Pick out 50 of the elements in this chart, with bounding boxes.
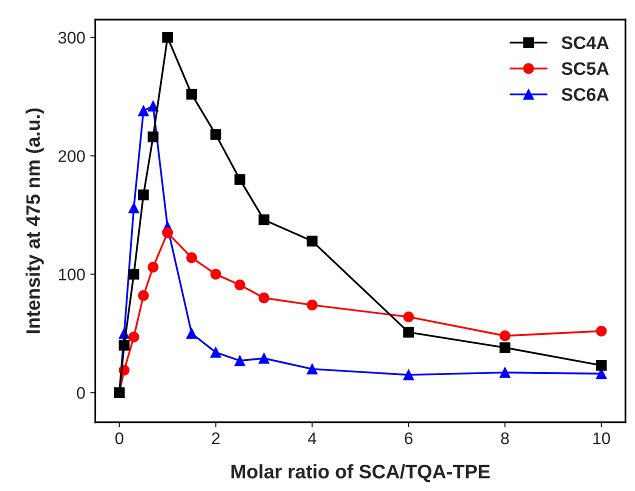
point [306, 364, 318, 374]
point [403, 311, 414, 322]
legend-label: SC4A [562, 36, 609, 50]
point [148, 131, 158, 142]
point [210, 268, 222, 280]
y-tick-label: 200 [58, 150, 85, 162]
point [234, 280, 246, 290]
x-tick-label: 6 [404, 432, 412, 444]
point [118, 340, 130, 351]
point [403, 370, 414, 380]
point [138, 105, 149, 116]
point [258, 352, 270, 364]
point [128, 268, 140, 280]
point [234, 355, 246, 366]
point [186, 88, 198, 100]
point [210, 347, 222, 358]
x-axis-title: Molar ratio of SCA/TQA-TPE [231, 464, 490, 482]
x-tick-label: 10 [593, 432, 610, 444]
point [596, 326, 607, 336]
point [500, 342, 510, 354]
x-tick-label: 0 [115, 432, 124, 444]
legend-label: SC6A [562, 88, 609, 101]
point [596, 360, 607, 371]
point [186, 328, 198, 339]
point [148, 262, 158, 273]
point [403, 326, 414, 338]
y-tick-label: 0 [76, 387, 85, 399]
x-tick-label: 2 [212, 432, 220, 444]
y-tick-label: 300 [58, 32, 85, 44]
point [128, 332, 140, 342]
point [186, 252, 198, 264]
x-tick-label: 4 [308, 432, 316, 444]
point [234, 174, 246, 185]
point [148, 100, 158, 112]
point [128, 202, 140, 214]
x-tick-label: 8 [501, 432, 509, 444]
point [162, 227, 173, 238]
point [500, 367, 510, 378]
legend-label: SC5A [562, 62, 609, 76]
y-axis-title: Intensity at 475 nm (a.u.) [26, 108, 44, 334]
point [306, 236, 318, 246]
y-tick-label: 100 [58, 268, 85, 280]
point [162, 32, 173, 43]
point [138, 290, 149, 301]
point [138, 190, 149, 200]
point [500, 330, 510, 342]
point [210, 129, 222, 140]
point [258, 292, 270, 304]
point [258, 214, 270, 226]
point [306, 300, 318, 310]
